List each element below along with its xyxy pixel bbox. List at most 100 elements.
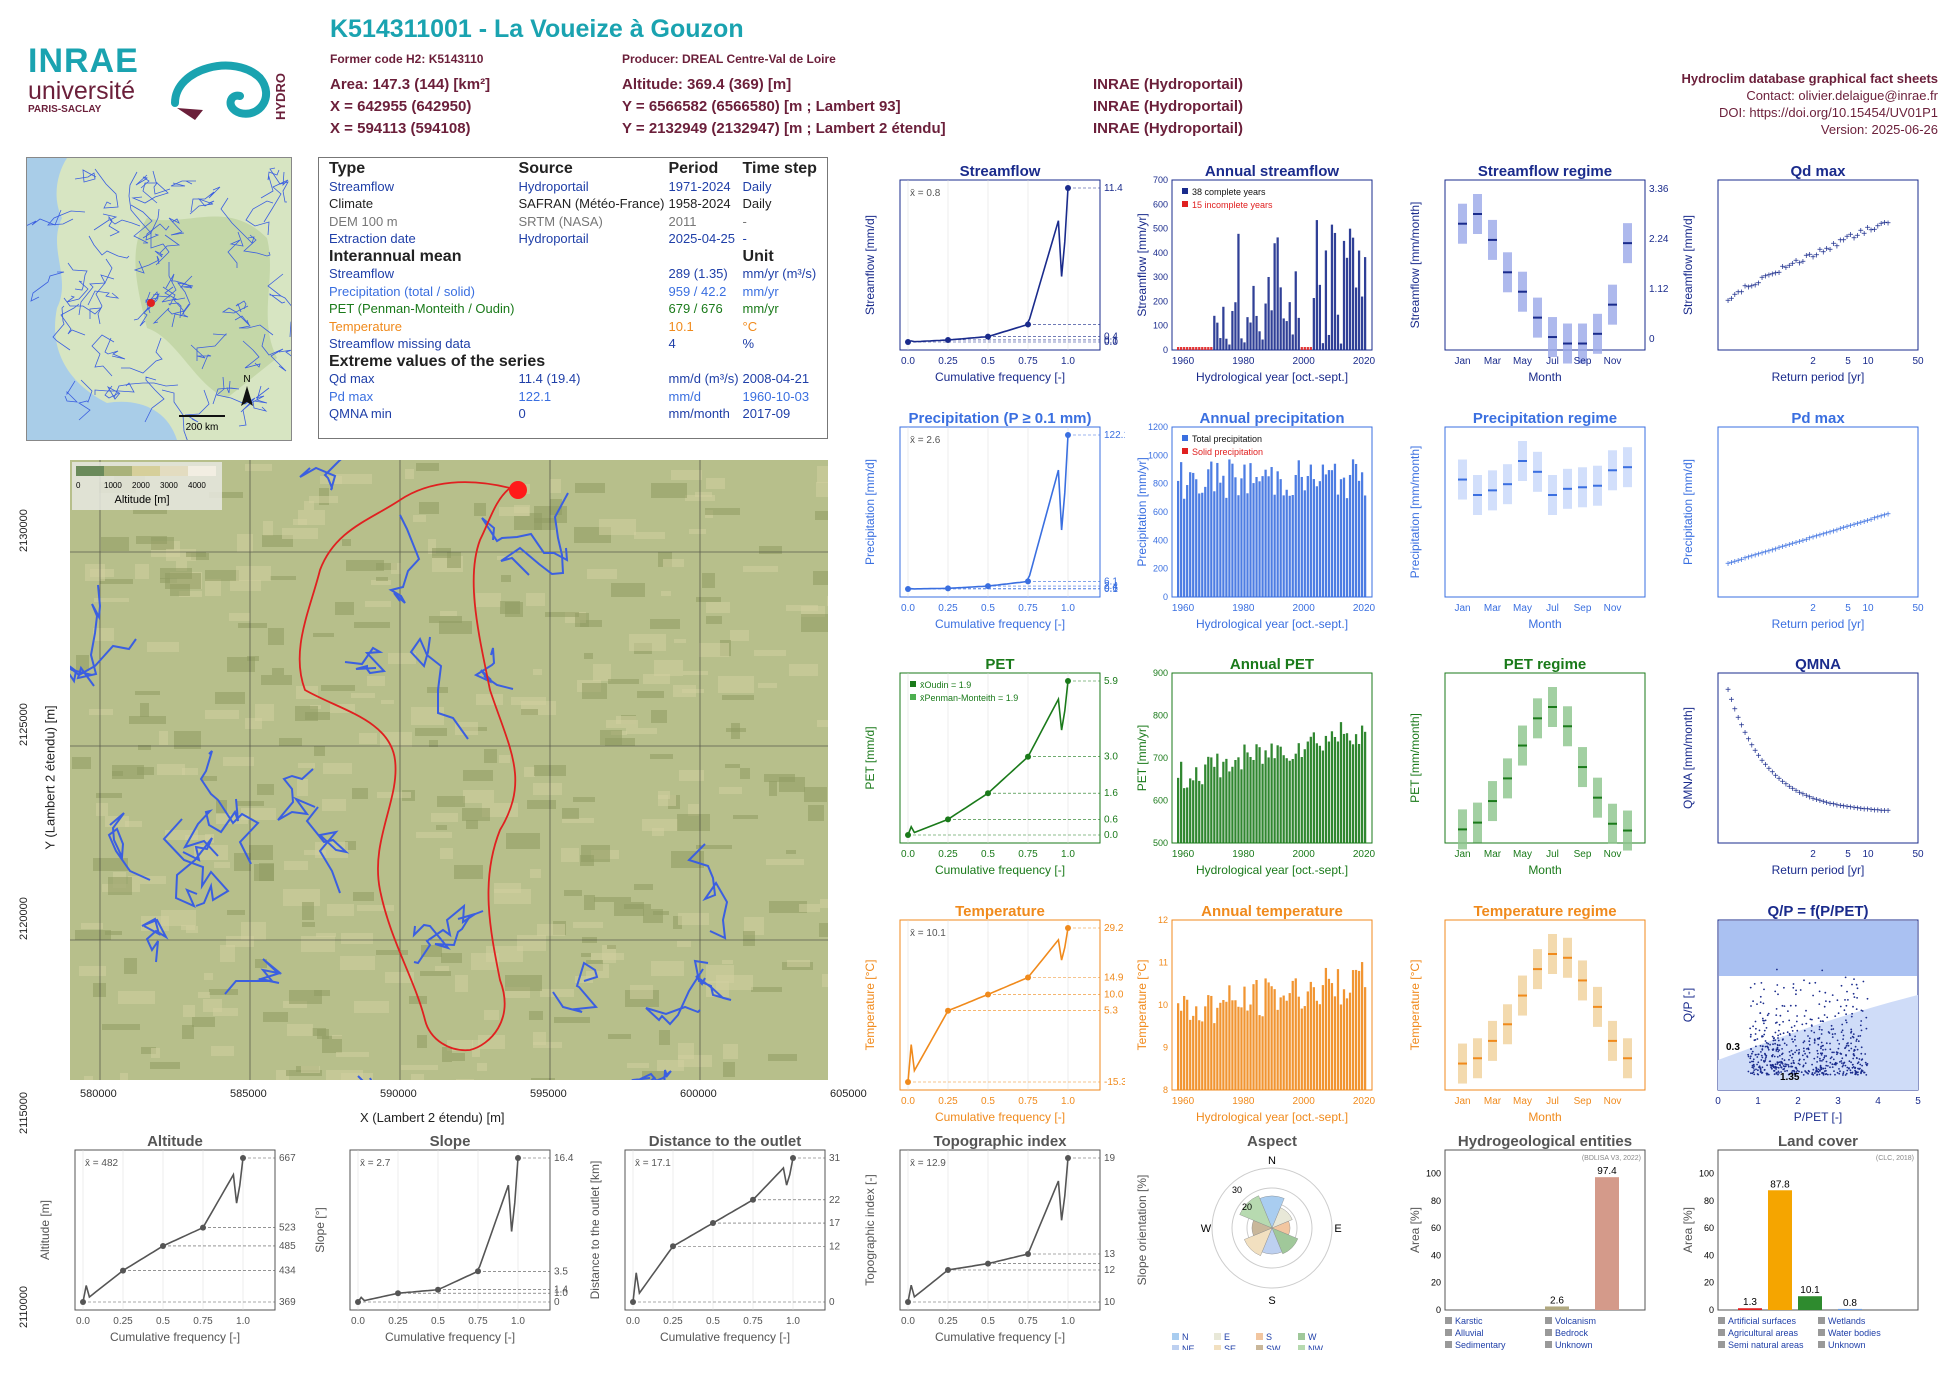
annual-bar	[1255, 477, 1258, 597]
river	[216, 376, 256, 413]
relief-cell	[301, 936, 335, 952]
data-point	[1812, 994, 1814, 997]
data-point: +	[1790, 784, 1796, 795]
legend-swatch	[1718, 1329, 1725, 1336]
data-point	[1825, 1000, 1827, 1002]
annual-bar	[1234, 477, 1237, 597]
data-point	[1860, 1029, 1863, 1032]
annual-bar	[1252, 759, 1255, 843]
legend-label: S	[1266, 1332, 1272, 1342]
data-point	[1763, 1033, 1766, 1036]
relief-cell	[93, 628, 114, 641]
data-point	[1752, 1063, 1755, 1066]
table-cell: 2025-04-25	[668, 231, 735, 246]
table-cell: 1971-2024	[668, 178, 731, 194]
x-tick: 0.0	[76, 1316, 90, 1327]
relief-cell	[677, 814, 710, 831]
data-point	[1782, 1065, 1785, 1067]
data-point	[1817, 1068, 1820, 1071]
data-point	[1856, 997, 1858, 999]
right-tick: 0.6	[1104, 583, 1118, 594]
y-axis-label: Precipitation [mm/yr]	[1137, 457, 1149, 566]
y-tick: 0	[1709, 1305, 1714, 1315]
x-tick: 5	[1845, 603, 1851, 614]
map-ytick: 2115000	[18, 1091, 30, 1134]
scale-label: 200 km	[186, 422, 219, 433]
data-point	[1845, 1021, 1848, 1024]
relief-cell	[471, 953, 499, 970]
data-point: +	[1749, 740, 1755, 751]
data-point	[1813, 1031, 1816, 1034]
annual-bar	[1348, 992, 1352, 1090]
x-tick: 0.75	[1018, 1096, 1038, 1107]
relief-cell	[599, 519, 636, 535]
relief-cell	[388, 653, 416, 664]
relief-cell	[304, 501, 314, 510]
relief-cell	[808, 805, 824, 821]
x-tick: 10	[1862, 356, 1874, 367]
data-point	[1794, 1035, 1796, 1038]
annual-bar	[1345, 257, 1349, 350]
annual-bar	[1297, 743, 1300, 843]
river	[133, 255, 160, 274]
data-point	[1760, 982, 1763, 984]
annual-bar	[1237, 495, 1240, 597]
annual-bar	[1339, 1004, 1343, 1090]
river	[66, 280, 89, 303]
data-point	[1840, 984, 1843, 987]
river	[130, 204, 153, 244]
relief-cell	[530, 869, 541, 878]
data-point: +	[1834, 241, 1840, 252]
legend-swatch	[1545, 1341, 1552, 1348]
relief-cell	[215, 692, 245, 704]
chart-title: Temperature regime	[1473, 903, 1616, 920]
river	[388, 514, 421, 604]
data-point	[1808, 1070, 1811, 1073]
relief-cell	[205, 570, 239, 581]
annual-bar	[1315, 486, 1318, 597]
data-point: +	[1776, 543, 1782, 554]
annual-bar	[1318, 1004, 1322, 1090]
data-point	[1750, 1005, 1752, 1007]
annual-bar	[1339, 343, 1343, 350]
relief-cell	[223, 757, 254, 766]
data-point	[1787, 1064, 1790, 1066]
relief-cell	[89, 709, 113, 715]
relief-cell	[227, 910, 245, 915]
annual-bar	[1219, 1002, 1222, 1090]
mean-label: x̄ = 10.1	[910, 928, 946, 939]
relief-cell	[314, 990, 330, 996]
relief-cell	[298, 763, 315, 768]
relief-cell	[213, 1008, 238, 1016]
y-axis-label: Streamflow [mm/d]	[1683, 215, 1695, 315]
france-map: N 200 km	[26, 157, 292, 441]
legend-label: Unknown	[1555, 1340, 1593, 1350]
annual-bar	[1270, 986, 1273, 1090]
relief-cell	[440, 611, 457, 616]
data-point	[1777, 1029, 1780, 1032]
data-point	[1857, 1040, 1860, 1043]
river	[131, 170, 169, 204]
data-point: +	[1878, 219, 1884, 230]
legend-swatch	[1545, 1329, 1552, 1336]
annual-bar	[1246, 493, 1249, 597]
data-point: +	[1820, 530, 1826, 541]
x-tick: Sep	[1574, 356, 1592, 367]
data-point: +	[1766, 271, 1772, 282]
data-point: +	[1803, 535, 1809, 546]
x-axis-label: Return period [yr]	[1772, 370, 1865, 384]
annual-bar	[1195, 767, 1198, 843]
relief-cell	[529, 1011, 543, 1020]
data-point: +	[1800, 257, 1806, 268]
relief-cell	[723, 1062, 735, 1077]
relief-cell	[413, 515, 426, 522]
data-point	[1794, 1066, 1797, 1069]
annual-bar	[1267, 476, 1270, 597]
data-point: +	[1858, 226, 1864, 237]
y-axis-label: Streamflow [mm/d]	[865, 215, 877, 315]
data-point	[1756, 1003, 1758, 1005]
x-axis-label: P/PET [-]	[1794, 1110, 1842, 1124]
data-point	[1812, 1074, 1815, 1076]
data-point	[1773, 1037, 1775, 1039]
relief-cell	[804, 787, 827, 802]
